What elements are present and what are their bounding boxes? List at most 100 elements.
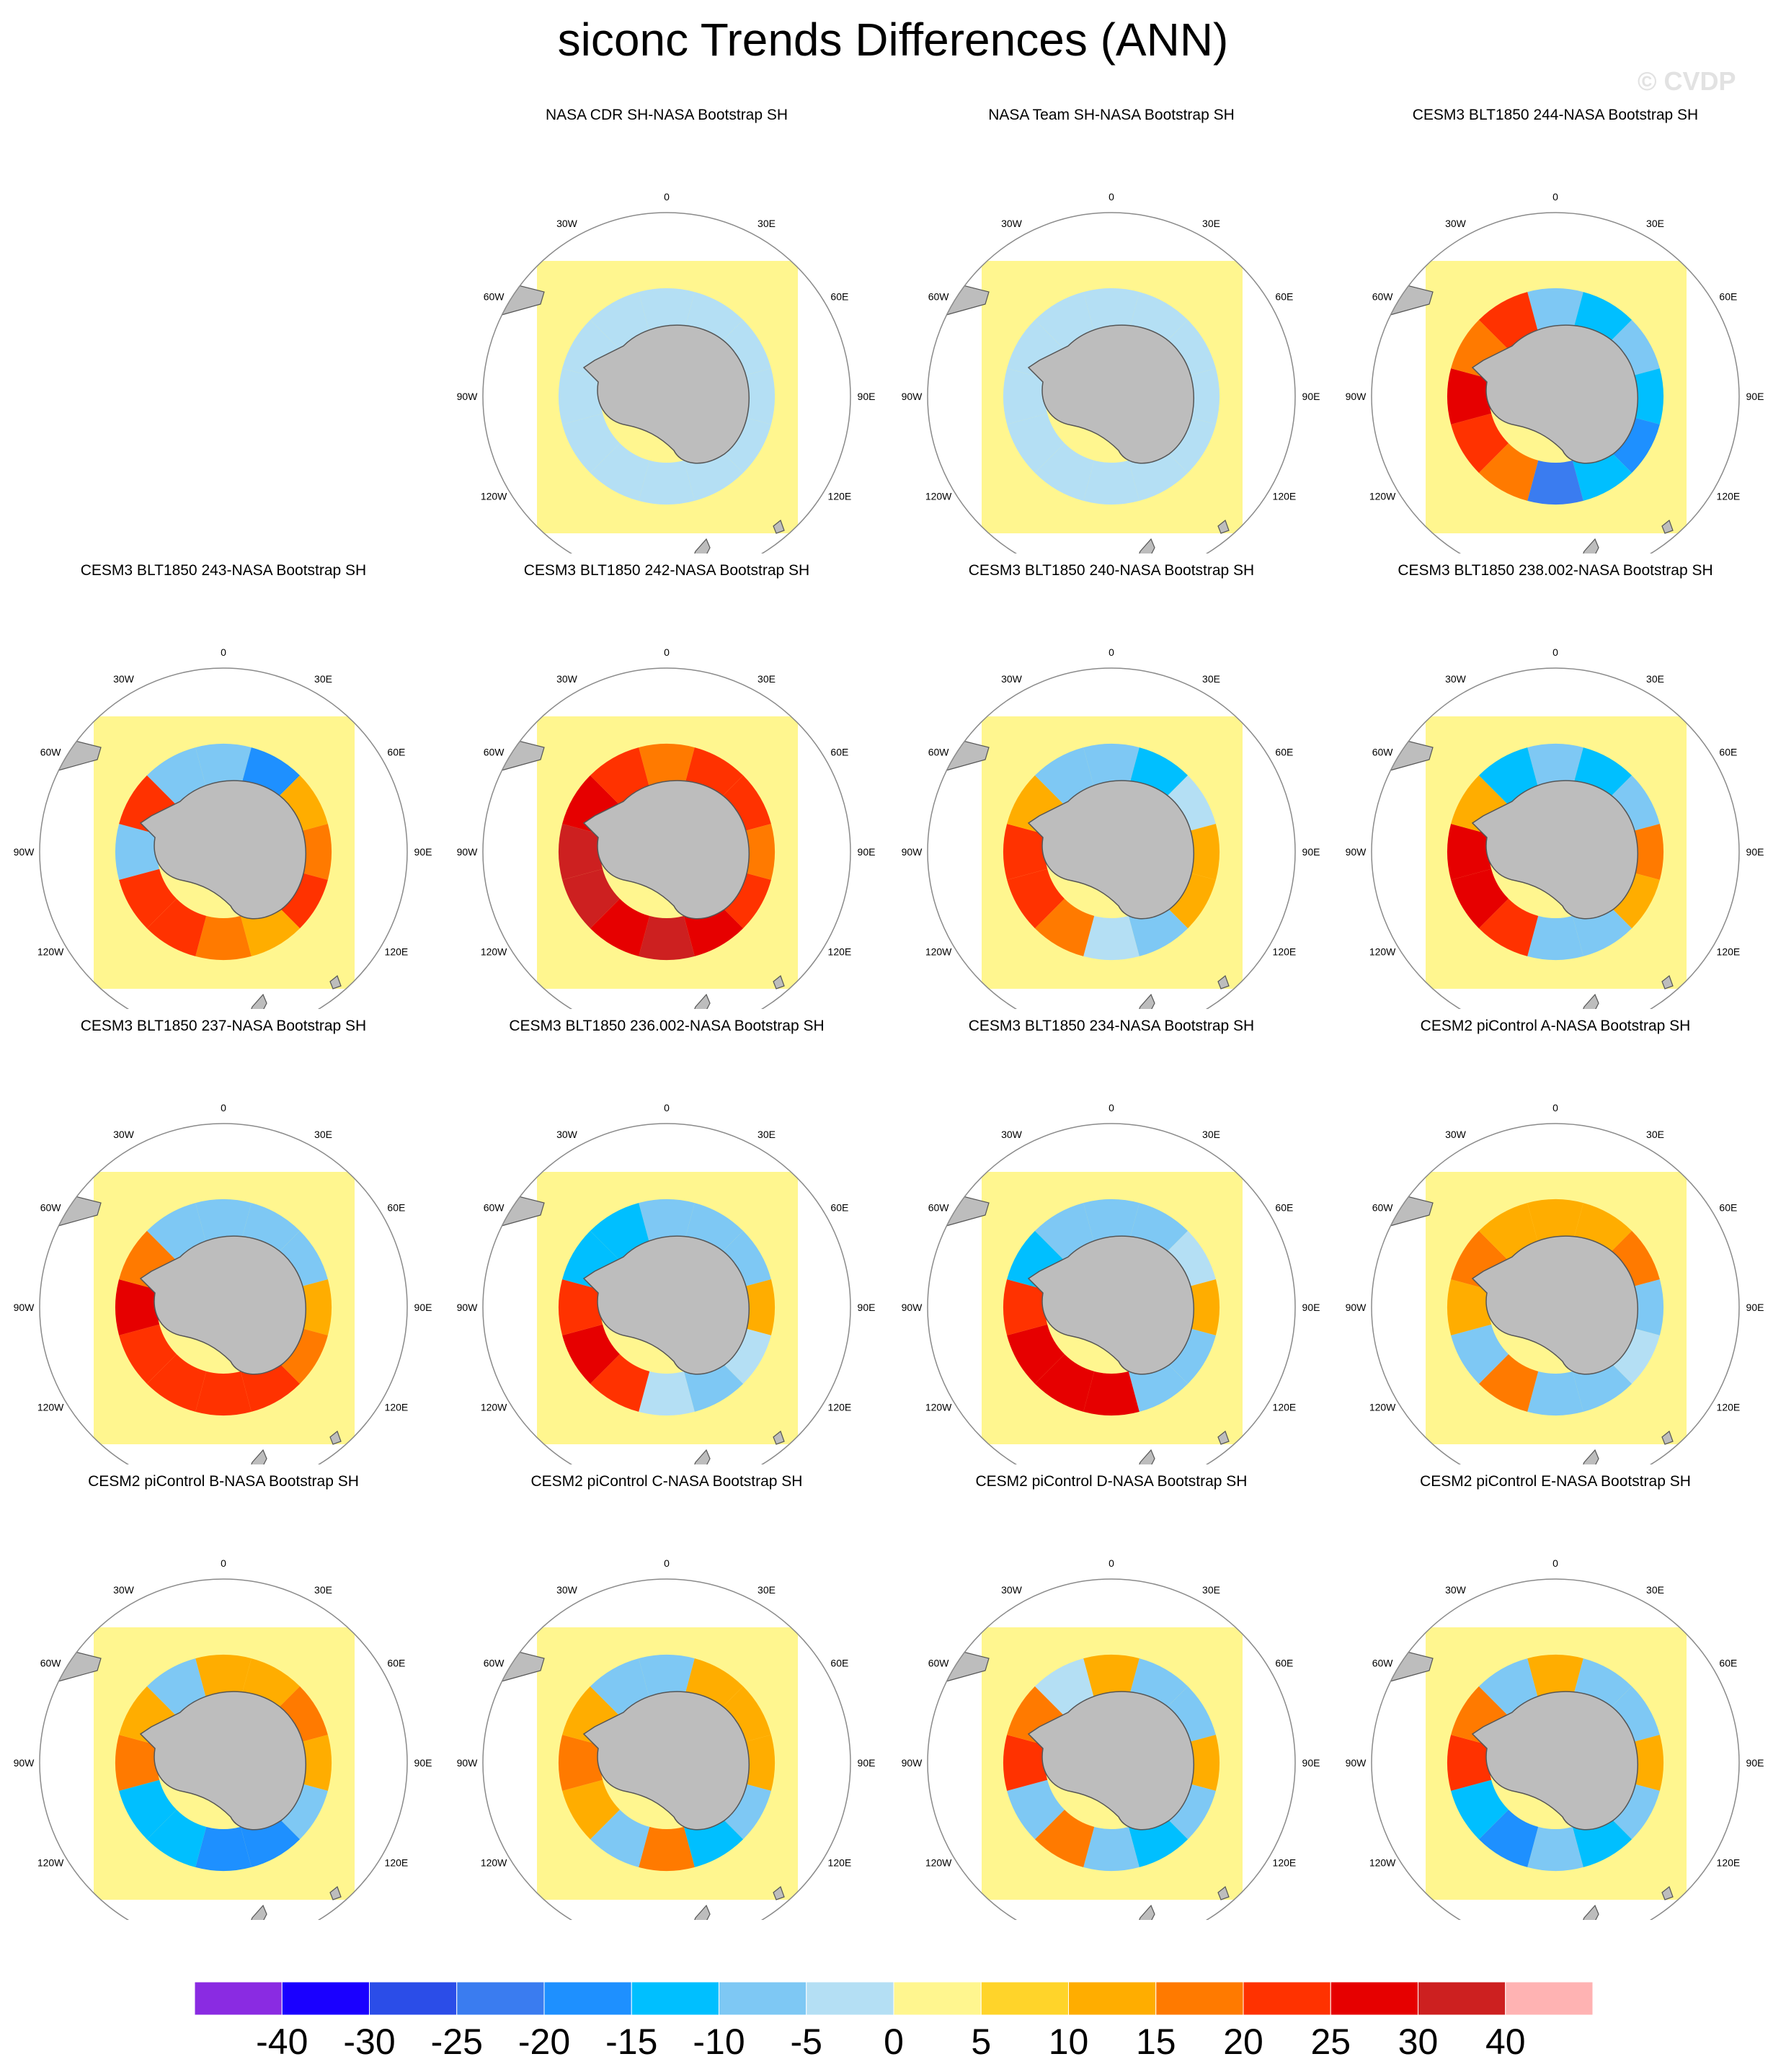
colorbar-swatch (1068, 1982, 1157, 2016)
lon-tick-label: 60E (830, 291, 848, 303)
antarctica-land (1027, 780, 1195, 920)
ice-sector (1527, 1826, 1583, 1871)
polar-map: 030E60E90E120E150E180150W120W90W60W30W (902, 191, 1320, 553)
lon-tick-label: 30E (1202, 1129, 1220, 1140)
lon-tick-label: 90W (457, 391, 479, 402)
ice-sector (1451, 1779, 1509, 1840)
panel-title: CESM3 BLT1850 234-NASA Bootstrap SH (968, 1018, 1255, 1034)
colorbar-level-label: -15 (605, 2022, 658, 2062)
lon-tick-label: 90W (457, 846, 479, 858)
colorbar-swatch (281, 1982, 370, 2016)
lon-tick-label: 30W (1001, 1584, 1023, 1596)
panel-title: NASA CDR SH-NASA Bootstrap SH (545, 107, 788, 123)
ice-sector (639, 1199, 695, 1244)
ice-sector (1083, 744, 1139, 788)
map-frame (927, 1123, 1296, 1464)
panel-title: CESM3 BLT1850 242-NASA Bootstrap SH (523, 562, 810, 579)
ice-sector (195, 1199, 252, 1244)
ice-sector (146, 1354, 207, 1412)
tasmania-land (1661, 1886, 1674, 1900)
ice-sector (1007, 1324, 1065, 1384)
lon-tick-label: 120W (37, 1857, 64, 1869)
new-zealand-land (1583, 1904, 1599, 1920)
lon-tick-label: 120W (1369, 1402, 1396, 1413)
lon-tick-label: 60E (1275, 1202, 1293, 1214)
antarctica-land (139, 1235, 307, 1375)
lon-tick-label: 0 (664, 1102, 670, 1113)
lon-tick-label: 90W (902, 846, 923, 858)
map-frame (1371, 1123, 1740, 1464)
ice-sector (115, 1735, 160, 1791)
lon-tick-label: 120W (925, 946, 952, 958)
ice-sector (1034, 292, 1095, 350)
ice-sector (1083, 1199, 1139, 1244)
lon-tick-label: 60W (928, 291, 950, 303)
lon-tick-label: 30W (1445, 1584, 1467, 1596)
map-panel: CESM3 BLT1850 244-NASA Bootstrap SH 0 30E 6… (1332, 107, 1779, 553)
antarctica-land (139, 1691, 307, 1831)
lon-tick-label: 60W (1372, 291, 1394, 303)
polar-map: 030E60E90E120E150E180150W120W90W60W30W (1346, 646, 1764, 1009)
ice-sector (195, 744, 252, 788)
new-zealand-land (1583, 538, 1599, 553)
lon-tick-label: 30E (758, 673, 776, 685)
lon-tick-label: 90W (1346, 846, 1367, 858)
map-panel: NASA CDR SH-NASA Bootstrap SH 0 30E 60E 90E 1… (443, 107, 890, 553)
lon-tick-label: 90W (14, 846, 35, 858)
colorbar-level-label: -25 (430, 2022, 483, 2062)
polar-map: 030E60E90E120E150E180150W120W90W60W30W (457, 1557, 875, 1920)
polar-map: 030E60E90E120E150E180150W120W90W60W30W (14, 1102, 432, 1464)
tasmania-land (773, 520, 785, 534)
ice-sector (559, 368, 603, 424)
new-zealand-land (694, 538, 711, 553)
ice-sector (1527, 1655, 1583, 1699)
lon-tick-label: 30E (1202, 673, 1220, 685)
colorbar-level-label: 40 (1485, 2022, 1526, 2062)
lon-tick-label: 60E (1719, 1658, 1737, 1669)
ice-sector (1451, 1324, 1509, 1384)
lon-tick-label: 60W (1372, 1202, 1394, 1214)
lon-tick-label: 90W (902, 391, 923, 402)
ice-sector (1447, 1279, 1492, 1335)
ice-sector (559, 1279, 603, 1335)
antarctica-land (582, 324, 750, 464)
ice-sector (1007, 868, 1065, 929)
antarctica-land (1027, 1691, 1195, 1831)
lon-tick-label: 60W (1372, 1658, 1394, 1669)
lon-tick-label: 0 (1109, 646, 1114, 658)
lon-tick-label: 0 (1552, 191, 1558, 203)
lon-tick-label: 90E (1302, 391, 1320, 402)
new-zealand-land (251, 993, 267, 1009)
new-zealand-land (251, 1904, 267, 1920)
lon-tick-label: 120E (828, 946, 852, 958)
lon-tick-label: 90W (457, 1757, 479, 1769)
ice-sector (639, 460, 695, 504)
lon-tick-label: 120W (37, 1402, 64, 1413)
lon-tick-label: 90W (902, 1757, 923, 1769)
figure-title: siconc Trends Differences (ANN) (557, 14, 1229, 66)
lon-tick-label: 30W (113, 1129, 135, 1140)
map-panel: CESM2 piControl B-NASA Bootstrap SH 0 30E 6… (0, 1473, 447, 1920)
lon-tick-label: 30W (556, 218, 578, 229)
tasmania-land (773, 1431, 785, 1445)
polar-map: 030E60E90E120E150E180150W120W90W60W30W (902, 1102, 1320, 1464)
lon-tick-label: 0 (1109, 1557, 1114, 1569)
lon-tick-label: 90E (1746, 1757, 1764, 1769)
ice-sector (1083, 1371, 1139, 1415)
ice-sector (1447, 368, 1492, 424)
lon-tick-label: 30W (556, 1584, 578, 1596)
lon-tick-label: 120W (1369, 946, 1396, 958)
lon-tick-label: 30W (1001, 1129, 1023, 1140)
lon-tick-label: 60E (387, 747, 405, 758)
map-frame (39, 667, 408, 1009)
lon-tick-label: 120W (925, 1857, 952, 1869)
new-zealand-land (694, 1449, 711, 1464)
lon-tick-label: 120W (481, 946, 507, 958)
antarctica-land (582, 780, 750, 920)
lon-tick-label: 90E (1746, 846, 1764, 858)
colorbar-swatch (1418, 1982, 1506, 2016)
antarctica-land (1027, 1235, 1195, 1375)
map-frame (482, 212, 851, 553)
lon-tick-label: 30W (113, 673, 135, 685)
colorbar (195, 1982, 1593, 2016)
